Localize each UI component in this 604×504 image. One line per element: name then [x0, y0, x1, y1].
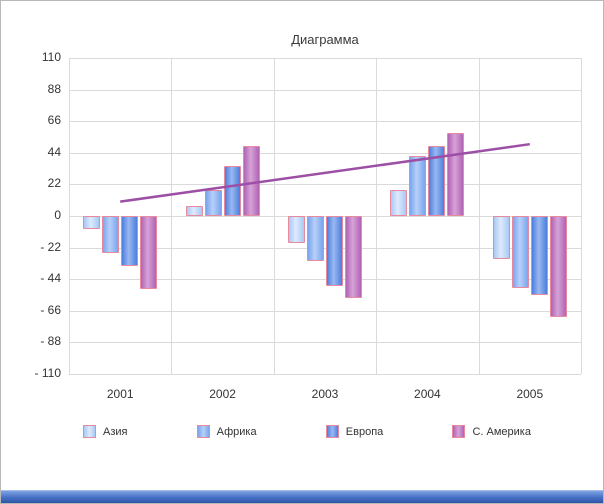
bar-Азия: [390, 190, 408, 216]
x-tick-label: 2003: [311, 387, 339, 401]
gridline-h: [69, 58, 581, 59]
bar-Европа: [530, 216, 548, 295]
bar-Азия: [492, 216, 510, 260]
bar-Европа: [121, 216, 139, 267]
gridline-h: [69, 247, 581, 249]
bar-С. Америка: [447, 132, 465, 216]
gridline-h: [69, 89, 581, 91]
bar-С. Америка: [549, 216, 567, 317]
bar-Африка: [511, 216, 529, 288]
gridline-v: [376, 58, 377, 374]
plot-area: [69, 58, 582, 375]
bar-Европа: [428, 145, 446, 216]
gridline-h: [69, 342, 581, 344]
bar-Африка: [102, 216, 120, 254]
x-tick-label: 2002: [209, 387, 236, 401]
bar-Азия: [83, 216, 101, 229]
y-tick-label: - 110: [34, 366, 61, 380]
bar-С. Америка: [140, 216, 158, 290]
gridline-h: [69, 121, 581, 123]
gridline-v: [171, 58, 172, 374]
gridline-v: [274, 58, 275, 374]
y-tick-label: - 44: [40, 271, 61, 286]
y-tick-label: 66: [47, 113, 61, 128]
bar-С. Америка: [345, 216, 362, 298]
legend-swatch-Азия: [83, 425, 96, 438]
gridline-v: [69, 58, 70, 374]
legend-swatch-Европа: [325, 425, 339, 438]
legend-swatch-Африка: [196, 425, 210, 438]
bar-С. Америка: [242, 145, 260, 216]
gridline-h: [69, 152, 581, 154]
x-tick-label: 2001: [106, 387, 134, 401]
bar-Азия: [185, 205, 203, 216]
legend-item: Африка: [196, 425, 257, 438]
legend: Азия Африка Европа С. Америка: [83, 425, 531, 438]
legend-label: Европа: [345, 425, 384, 438]
gridline-h: [69, 374, 581, 375]
bar-Африка: [409, 155, 427, 216]
y-tick-label: - 88: [40, 334, 61, 349]
bar-Африка: [204, 190, 222, 216]
gridline-v: [479, 58, 480, 374]
x-tick-label: 2005: [516, 387, 544, 401]
legend-item: С. Америка: [452, 425, 531, 438]
y-tick-label: 110: [41, 50, 61, 64]
gridline-h: [69, 216, 581, 217]
legend-label: Африка: [216, 425, 257, 438]
y-tick-label: - 66: [40, 302, 61, 317]
legend-swatch-С. Америка: [452, 425, 466, 438]
gridline-h: [69, 184, 581, 186]
bar-Европа: [223, 165, 241, 216]
chart-title: Диаграмма: [291, 32, 359, 47]
y-tick-label: 22: [47, 176, 61, 191]
y-tick-label: - 22: [40, 239, 61, 254]
x-tick-label: 2004: [414, 387, 441, 401]
y-tick-label: 44: [47, 144, 61, 159]
gridline-h: [69, 279, 581, 281]
bar-Африка: [307, 216, 324, 261]
gridline-h: [69, 310, 581, 312]
legend-item: Азия: [83, 425, 127, 438]
legend-label: С. Америка: [472, 425, 531, 438]
window-bottom-edge: [1, 490, 603, 503]
legend-label: Азия: [103, 425, 128, 438]
y-tick-label: 0: [54, 208, 61, 222]
y-tick-label: 88: [47, 81, 61, 96]
bar-Азия: [288, 216, 305, 244]
bar-Европа: [326, 216, 343, 287]
gridline-v: [581, 58, 582, 374]
legend-item: Европа: [325, 425, 384, 438]
